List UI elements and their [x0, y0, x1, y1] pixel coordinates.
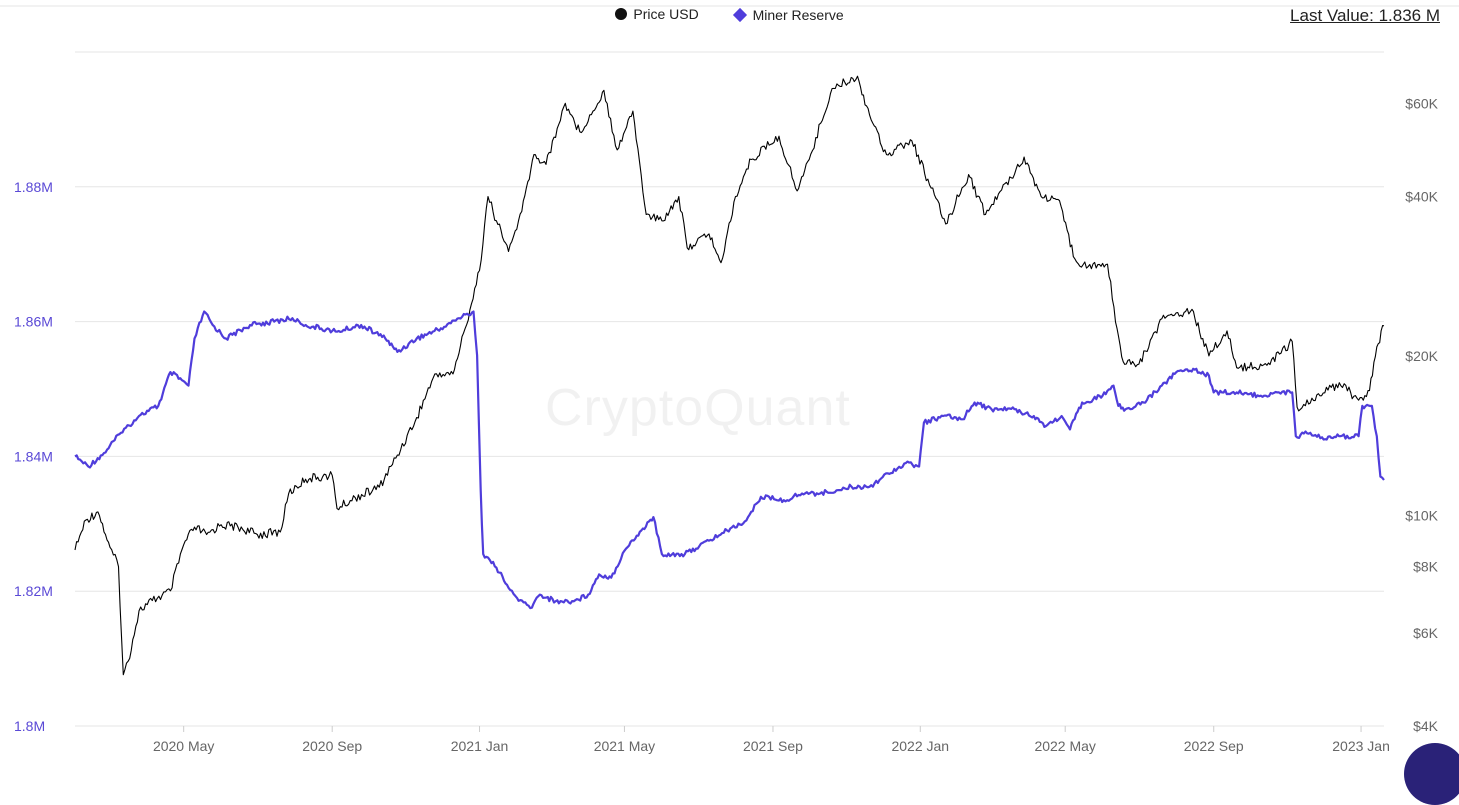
x-tick-label: 2021 Jan — [451, 738, 509, 754]
left-tick-label: 1.88M — [14, 179, 53, 195]
legend-item-price[interactable]: Price USD — [615, 6, 699, 22]
left-tick-label: 1.86M — [14, 314, 53, 330]
x-axis: 2020 May 2020 Sep 2021 Jan 2021 May 2021 Sep… — [153, 726, 1390, 754]
x-tick-label: 2021 May — [594, 738, 655, 754]
x-tick-label: 2023 Jan — [1332, 738, 1390, 754]
legend-label-reserve: Miner Reserve — [752, 7, 844, 23]
series-line-price — [74, 75, 1385, 676]
x-tick-label: 2020 May — [153, 738, 214, 754]
x-tick-label: 2022 Jan — [891, 738, 949, 754]
price-dot-icon — [615, 8, 628, 20]
right-tick-label: $40K — [1405, 189, 1438, 205]
x-tick-label: 2021 Sep — [743, 738, 803, 754]
right-tick-label: $20K — [1405, 348, 1438, 364]
x-tick-label: 2022 Sep — [1184, 738, 1244, 754]
legend-label-price: Price USD — [633, 6, 699, 22]
series-layer — [74, 75, 1385, 676]
chat-button[interactable] — [1404, 743, 1459, 805]
legend-item-reserve[interactable]: Miner Reserve — [732, 7, 844, 23]
series-line-miner-reserve — [74, 310, 1385, 610]
left-y-axis: 1.8M 1.82M 1.84M 1.86M 1.88M — [14, 179, 53, 734]
right-tick-label: $8K — [1413, 559, 1439, 575]
grid-lines — [0, 5, 1459, 727]
last-value-link[interactable]: Last Value: 1.836 M — [1290, 6, 1440, 25]
x-tick-label: 2020 Sep — [302, 738, 362, 754]
right-tick-label: $4K — [1413, 718, 1439, 734]
right-tick-label: $60K — [1405, 95, 1438, 111]
left-tick-label: 1.8M — [14, 718, 45, 734]
watermark: CryptoQuant — [545, 379, 851, 437]
left-tick-label: 1.84M — [14, 448, 53, 464]
x-tick-label: 2022 May — [1034, 738, 1095, 754]
reserve-diamond-icon — [732, 7, 747, 23]
right-tick-label: $10K — [1405, 507, 1438, 523]
legend: Price USD Miner Reserve — [0, 6, 1459, 23]
left-tick-label: 1.82M — [14, 583, 53, 599]
right-y-axis: $4K $6K $8K $10K $20K $40K $60K — [1405, 95, 1438, 734]
chart-canvas: 1.8M 1.82M 1.84M 1.86M 1.88M $4K $6K $8K $10K $2… — [0, 5, 1459, 754]
right-tick-label: $6K — [1413, 625, 1439, 641]
